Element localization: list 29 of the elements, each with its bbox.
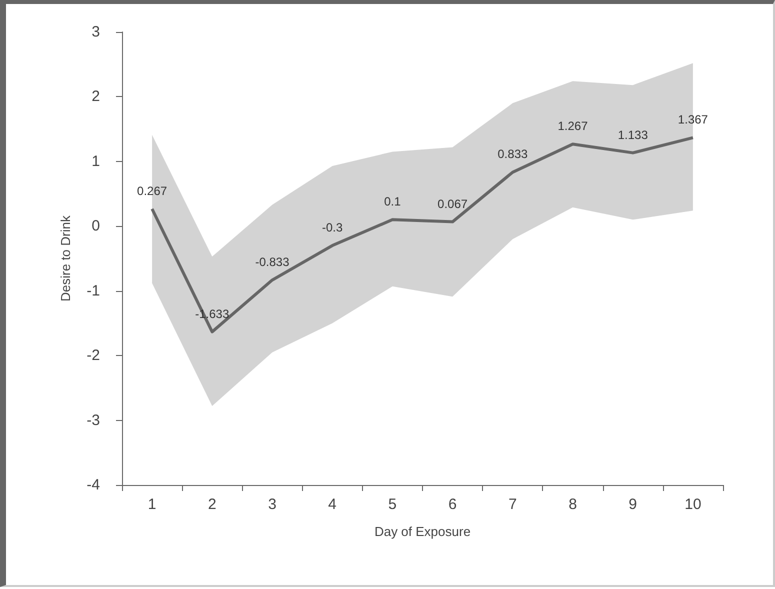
data-label: 0.067 <box>438 196 468 211</box>
data-label: -0.3 <box>322 220 344 235</box>
y-tick-label: 2 <box>92 88 100 106</box>
y-tick-label: 0 <box>92 218 100 235</box>
x-tick-label: 7 <box>508 496 517 513</box>
x-tick-label: 2 <box>208 496 216 513</box>
y-tick-label: -4 <box>86 476 100 494</box>
x-tick-label: 5 <box>388 496 397 513</box>
y-tick-label: 1 <box>92 152 100 170</box>
x-tick-label: 9 <box>628 496 638 513</box>
x-tick-label: 10 <box>684 496 702 513</box>
data-label: 0.833 <box>498 147 528 162</box>
data-label: 1.367 <box>678 112 708 127</box>
x-tick-label: 6 <box>448 496 457 513</box>
y-tick-label: -1 <box>86 282 100 300</box>
data-label: 1.133 <box>618 128 648 142</box>
data-label: 1.267 <box>558 119 588 134</box>
y-tick-label: 3 <box>92 24 100 40</box>
x-axis-title: Day of Exposure <box>374 524 471 539</box>
x-tick-label: 4 <box>328 496 337 513</box>
x-tick-label: 1 <box>148 496 156 513</box>
y-axis-title: Desire to Drink <box>58 215 73 302</box>
x-tick-label: 8 <box>568 496 577 513</box>
y-tick-label: -3 <box>86 412 100 429</box>
y-tick-label: -2 <box>86 347 100 364</box>
data-label: 0.1 <box>384 194 402 209</box>
data-label: -0.833 <box>255 255 290 270</box>
x-tick-label: 3 <box>268 496 276 513</box>
data-label: 0.267 <box>137 184 168 198</box>
